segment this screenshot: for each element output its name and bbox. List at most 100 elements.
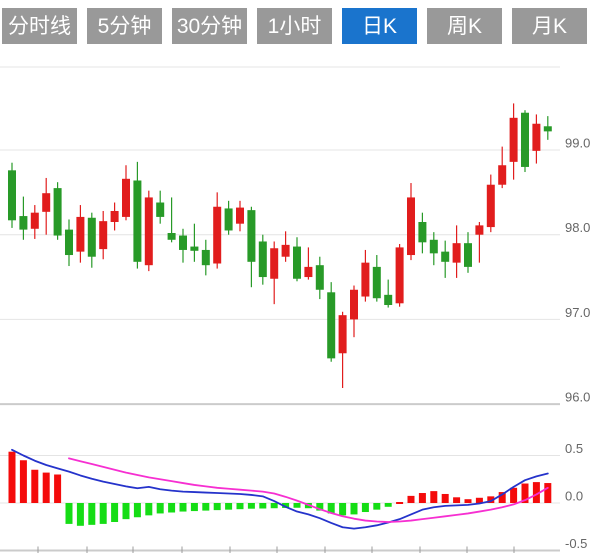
- macd-histogram-bar: [19, 460, 27, 503]
- macd-histogram-bar: [339, 503, 347, 516]
- candle-body: [144, 197, 153, 266]
- macd-histogram-bar: [282, 503, 290, 508]
- candle-body: [418, 221, 427, 243]
- tab-30min[interactable]: 30分钟: [172, 8, 247, 44]
- tab-daily-k[interactable]: 日K: [342, 8, 417, 44]
- macd-histogram-bar: [236, 503, 244, 510]
- macd-histogram-bar: [31, 469, 39, 503]
- macd-histogram-bar: [510, 487, 518, 503]
- macd-histogram-bar: [156, 503, 164, 514]
- candle-body: [190, 246, 199, 251]
- candle-body: [42, 193, 51, 212]
- price-axis-label: 97.0: [565, 305, 590, 320]
- macd-histogram-bar: [373, 503, 381, 510]
- candle-body: [441, 251, 450, 262]
- dea-line: [68, 457, 549, 523]
- macd-histogram-bar: [293, 503, 301, 508]
- macd-histogram-bar: [168, 503, 176, 513]
- candle-body: [327, 292, 336, 359]
- candle-body: [543, 126, 552, 132]
- candle-body: [258, 241, 267, 278]
- candle-body: [498, 165, 507, 185]
- candle-body: [532, 123, 541, 151]
- candle-body: [53, 188, 62, 236]
- candle-body: [521, 112, 529, 167]
- macd-histogram-bar: [270, 503, 278, 509]
- candle-body: [201, 249, 210, 266]
- candle-body: [407, 197, 415, 256]
- candle-body: [429, 239, 438, 254]
- macd-axis-label: 0.5: [565, 441, 583, 456]
- macd-histogram-bar: [396, 502, 404, 504]
- candle-body: [247, 210, 256, 262]
- macd-histogram-bar: [8, 451, 16, 503]
- macd-histogram-bar: [54, 474, 62, 503]
- macd-histogram-bar: [179, 503, 187, 512]
- candle-body: [213, 206, 222, 264]
- candle-body: [179, 235, 187, 250]
- macd-histogram-bar: [441, 493, 449, 503]
- candle-body: [475, 225, 484, 235]
- macd-histogram-bar: [202, 503, 210, 511]
- macd-histogram-bar: [498, 492, 506, 503]
- candle-body: [65, 229, 73, 256]
- macd-histogram-bar: [213, 503, 221, 511]
- macd-histogram-bar: [350, 503, 358, 515]
- dif-line: [11, 448, 549, 530]
- candle-body: [372, 266, 381, 299]
- macd-histogram-bar: [247, 503, 255, 509]
- macd-histogram-bar: [316, 503, 324, 511]
- tab-1hour[interactable]: 1小时: [257, 8, 332, 44]
- macd-histogram-bar: [122, 503, 130, 520]
- candle-body: [99, 221, 108, 250]
- macd-histogram-bar: [532, 482, 540, 503]
- candle-body: [224, 208, 233, 231]
- macd-histogram-bar: [521, 483, 529, 503]
- macd-histogram-bar: [327, 503, 335, 514]
- candle-body: [361, 262, 370, 297]
- candle-body: [464, 243, 472, 267]
- candle-body: [122, 178, 130, 217]
- macd-histogram-bar: [190, 503, 198, 512]
- candle-body: [384, 294, 393, 306]
- macd-histogram-bar: [42, 472, 50, 503]
- tab-5min[interactable]: 5分钟: [87, 8, 162, 44]
- tab-timeline[interactable]: 分时线: [2, 8, 77, 44]
- price-axis-label: 99.0: [565, 135, 590, 150]
- macd-histogram-bar: [407, 495, 415, 503]
- tab-weekly-k[interactable]: 周K: [427, 8, 502, 44]
- candle-body: [8, 170, 16, 221]
- macd-histogram-bar: [76, 503, 84, 526]
- macd-histogram-bar: [453, 497, 461, 503]
- macd-histogram-bar: [88, 503, 96, 525]
- macd-histogram-bar: [430, 491, 438, 503]
- macd-histogram-bar: [544, 483, 552, 503]
- candle-body: [315, 265, 324, 290]
- candle-body: [76, 216, 85, 252]
- candle-body: [293, 246, 301, 279]
- candle-body: [156, 202, 165, 217]
- candle-body: [19, 216, 28, 230]
- macd-histogram-bar: [133, 503, 141, 518]
- candle-body: [281, 244, 290, 257]
- candle-body: [486, 184, 495, 228]
- tab-monthly-k[interactable]: 月K: [512, 8, 587, 44]
- macd-histogram-bar: [99, 503, 107, 524]
- candle-body: [110, 210, 119, 222]
- candle-body: [87, 217, 96, 257]
- candle-body: [167, 233, 176, 240]
- candle-body: [350, 289, 358, 320]
- candle-body: [236, 207, 244, 224]
- macd-histogram-bar: [487, 496, 495, 503]
- timeframe-tabbar: 分时线 5分钟 30分钟 1小时 日K 周K 月K: [2, 8, 587, 44]
- macd-histogram-bar: [225, 503, 233, 510]
- macd-histogram-bar: [145, 503, 153, 516]
- macd-histogram-bar: [361, 503, 369, 513]
- macd-histogram-bar: [475, 497, 483, 503]
- candle-body: [452, 243, 461, 263]
- candle-body: [30, 212, 39, 229]
- candle-body: [395, 247, 404, 304]
- macd-histogram-bar: [259, 503, 267, 509]
- macd-histogram-bar: [65, 503, 73, 524]
